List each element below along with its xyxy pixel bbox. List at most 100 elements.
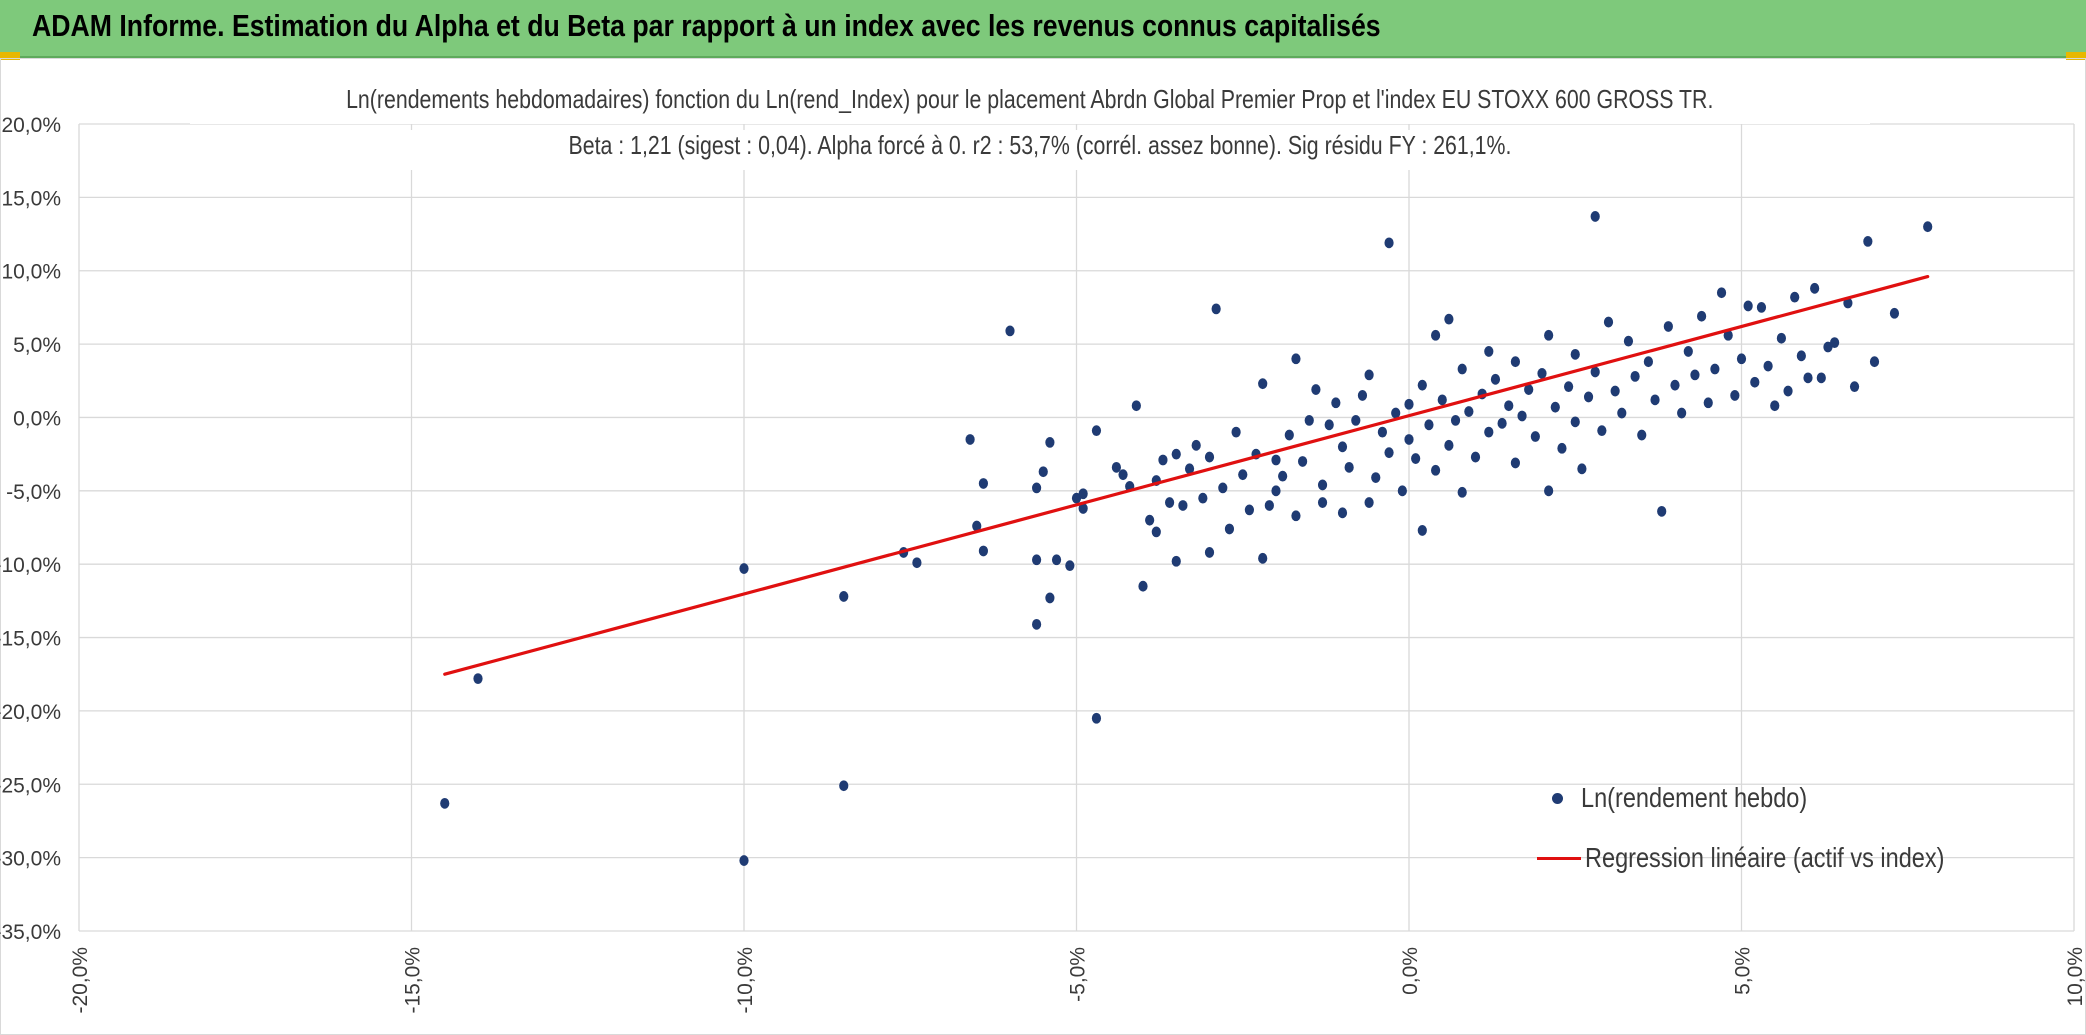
data-point — [1510, 457, 1520, 469]
corner-marker-left — [0, 52, 20, 60]
data-point — [1118, 469, 1128, 481]
data-point — [1145, 514, 1155, 526]
data-point — [839, 780, 849, 792]
data-point — [1404, 434, 1414, 445]
data-point — [1703, 397, 1713, 409]
data-point — [1557, 442, 1567, 454]
data-point — [1424, 419, 1434, 431]
data-point — [1603, 316, 1614, 328]
x-tick-label: -5,0% — [1067, 947, 1090, 1002]
data-point — [1750, 376, 1760, 388]
data-point — [1550, 401, 1560, 413]
chart-title: Ln(rendements hebdomadaires) fonction du… — [346, 84, 1714, 114]
y-tick-label: 20,0% — [1, 114, 61, 137]
y-tick-label: 0,0% — [13, 407, 61, 430]
data-point — [1830, 337, 1840, 349]
data-point — [1683, 346, 1693, 357]
y-tick-label: -35,0% — [0, 921, 61, 944]
legend-scatter[interactable]: Ln(rendement hebdo) — [1548, 782, 1850, 814]
chart-subtitle-box: Beta : 1,21 (sigest : 0,04). Alpha forcé… — [390, 130, 1690, 170]
chart-subtitle: Beta : 1,21 (sigest : 0,04). Alpha forcé… — [568, 130, 1512, 160]
data-point — [1470, 451, 1481, 463]
data-point — [1869, 356, 1880, 368]
data-point — [1191, 439, 1201, 451]
data-point — [1298, 456, 1308, 467]
data-point — [1364, 497, 1374, 508]
data-point — [972, 520, 982, 532]
data-point — [1411, 453, 1421, 464]
data-point — [1623, 335, 1634, 347]
data-point — [1204, 451, 1215, 463]
data-point — [473, 673, 483, 685]
data-point — [1344, 461, 1354, 473]
data-point — [1045, 592, 1055, 604]
data-point — [1271, 454, 1281, 466]
data-point — [440, 797, 450, 809]
data-point — [1437, 394, 1447, 406]
data-point — [1091, 425, 1102, 437]
data-point — [1258, 378, 1268, 390]
data-point — [1032, 618, 1042, 630]
data-point — [1690, 369, 1700, 381]
data-point — [1889, 307, 1900, 319]
data-point — [839, 591, 849, 602]
x-tick-label: -20,0% — [69, 947, 92, 1014]
data-point — [1384, 447, 1394, 459]
data-point — [1417, 379, 1427, 391]
data-point — [1045, 436, 1055, 448]
data-point — [1238, 469, 1248, 481]
data-point — [1444, 439, 1454, 451]
data-point — [1404, 398, 1414, 410]
y-tick-label: 5,0% — [13, 334, 61, 357]
data-point — [1544, 485, 1554, 497]
data-point — [1431, 329, 1441, 341]
header-bar: ADAM Informe. Estimation du Alpha et du … — [0, 0, 2086, 58]
data-point — [1663, 321, 1673, 332]
data-point — [1138, 580, 1148, 592]
data-point — [1617, 407, 1627, 419]
data-point — [1756, 302, 1767, 313]
corner-marker-right — [2066, 52, 2086, 60]
data-point — [1457, 486, 1467, 498]
data-point — [1304, 414, 1314, 426]
y-tick-label: -10,0% — [0, 554, 61, 577]
y-tick-label: -20,0% — [0, 701, 61, 724]
x-tick-label: -15,0% — [402, 947, 425, 1014]
data-point — [1590, 366, 1600, 378]
data-point — [1178, 500, 1188, 511]
data-point — [1324, 419, 1334, 431]
data-point — [1331, 397, 1341, 409]
x-tick-label: -10,0% — [734, 947, 757, 1014]
data-point — [1198, 492, 1208, 504]
data-point — [1158, 454, 1168, 466]
data-point — [978, 545, 989, 557]
x-tick-label: 5,0% — [1732, 947, 1755, 995]
legend-scatter-marker — [1552, 792, 1563, 804]
data-point — [1743, 300, 1753, 312]
data-point — [1184, 463, 1195, 475]
data-point — [1590, 211, 1600, 222]
data-point — [1537, 368, 1547, 379]
legend-regression[interactable]: Regression linéaire (actif vs index) — [1537, 842, 2013, 874]
data-point — [1224, 523, 1235, 535]
data-point — [1816, 372, 1826, 384]
legend-regression-label: Regression linéaire (actif vs index) — [1585, 842, 1945, 873]
data-point — [1564, 381, 1574, 393]
legend-regression-line — [1537, 856, 1581, 860]
data-point — [1697, 310, 1707, 322]
data-point — [965, 434, 975, 445]
data-point — [1723, 329, 1733, 341]
data-point — [1484, 346, 1494, 357]
data-point — [1504, 400, 1514, 412]
data-point — [1171, 448, 1181, 460]
data-point — [1111, 461, 1121, 473]
data-point — [1431, 464, 1441, 476]
data-point — [1776, 332, 1786, 344]
data-point — [1038, 466, 1048, 478]
data-point — [1032, 482, 1042, 494]
data-point — [1637, 429, 1647, 441]
data-point — [912, 557, 922, 569]
y-tick-label: 15,0% — [1, 187, 61, 210]
data-point — [1151, 526, 1161, 538]
data-point — [1231, 426, 1241, 438]
